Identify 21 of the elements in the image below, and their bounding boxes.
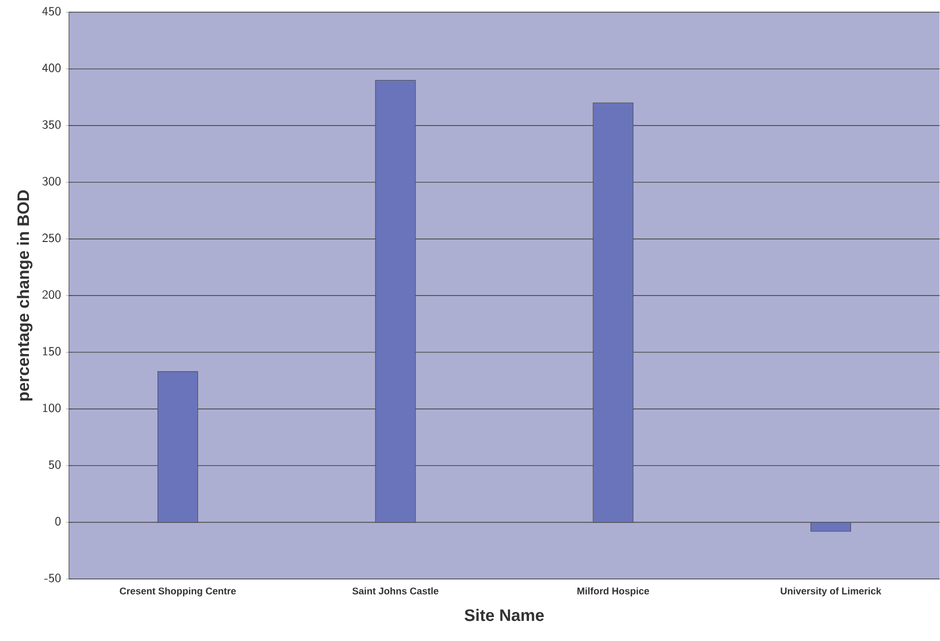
bar [158,371,198,523]
y-tick-label: 50 [48,460,61,469]
y-tick-label: -50 [44,574,61,582]
x-tick-label: Saint Johns Castle [352,587,438,594]
y-tick-label: 300 [42,176,61,186]
x-tick-label: University of Limerick [780,587,882,596]
x-axis-title: Site Name [464,608,544,622]
bar [810,522,852,532]
y-tick-label: 150 [43,346,61,356]
y-tick-label: 250 [42,234,61,242]
y-tick-label: 400 [42,64,61,72]
x-tick-label: Milford Hospice [577,587,650,596]
y-axis-title: percentage change in BOD [16,190,32,401]
y-tick-label: 100 [43,404,61,412]
y-tick-label: 0 [55,516,61,526]
bar [375,80,416,523]
bar [592,102,634,523]
y-tick-label: 350 [42,120,61,129]
y-tick-label: 200 [42,290,61,299]
x-tick-label: Cresent Shopping Centre [120,587,236,596]
y-tick-label: 450 [42,6,61,16]
